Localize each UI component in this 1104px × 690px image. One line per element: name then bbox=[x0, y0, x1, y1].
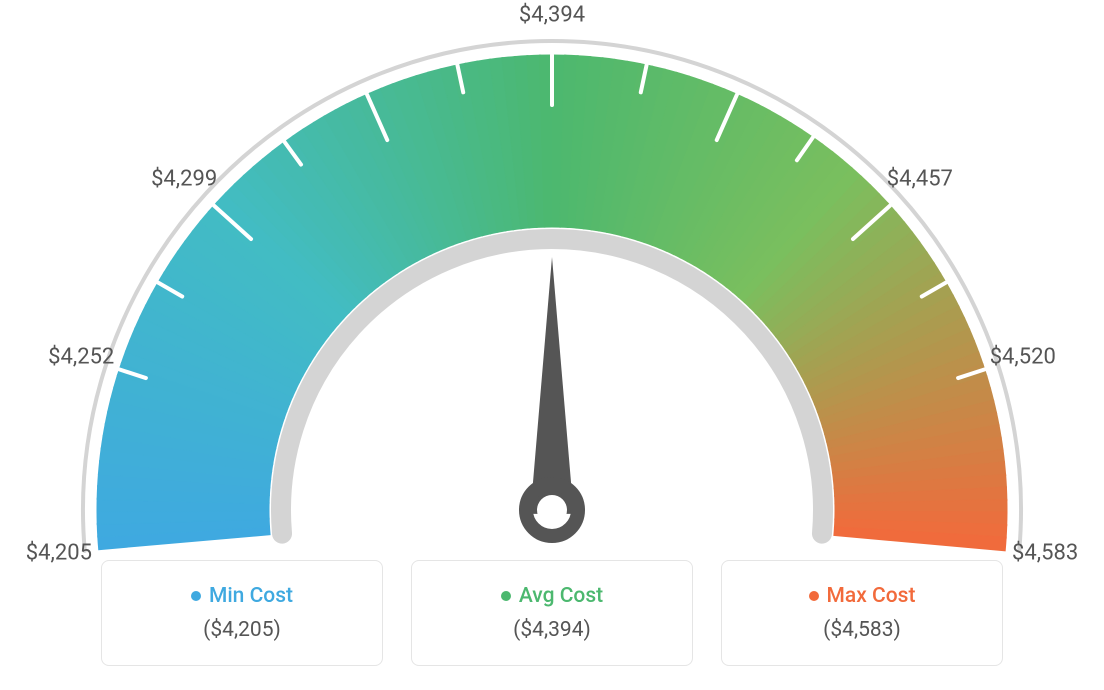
gauge-chart-container: $4,205 $4,252 $4,299 $4,394 $4,457 $4,520 $4,5… bbox=[0, 0, 1104, 690]
gauge-tick-label: $4,394 bbox=[519, 3, 585, 28]
legend-value-max: ($4,583) bbox=[823, 618, 901, 642]
legend-dot-avg bbox=[501, 591, 511, 601]
legend-title-max: Max Cost bbox=[809, 584, 916, 608]
legend-value-avg: ($4,394) bbox=[513, 618, 591, 642]
legend-title-avg: Avg Cost bbox=[501, 584, 603, 608]
legend-title-min: Min Cost bbox=[191, 584, 293, 608]
gauge-tick-label: $4,583 bbox=[1012, 541, 1078, 566]
gauge-svg bbox=[0, 0, 1104, 560]
legend-card-avg: Avg Cost ($4,394) bbox=[411, 560, 693, 666]
gauge-tick-label: $4,457 bbox=[887, 166, 953, 191]
legend-row: Min Cost ($4,205) Avg Cost ($4,394) Max … bbox=[101, 560, 1003, 666]
legend-title-text-max: Max Cost bbox=[827, 584, 916, 608]
gauge-tick-label: $4,205 bbox=[26, 541, 92, 566]
legend-value-min: ($4,205) bbox=[203, 618, 281, 642]
gauge-tick-label: $4,299 bbox=[151, 166, 217, 191]
gauge-tick-label: $4,252 bbox=[48, 345, 114, 370]
legend-title-text-avg: Avg Cost bbox=[519, 584, 603, 608]
gauge-tick-label: $4,520 bbox=[990, 345, 1056, 370]
legend-dot-min bbox=[191, 591, 201, 601]
legend-title-text-min: Min Cost bbox=[209, 584, 293, 608]
legend-card-max: Max Cost ($4,583) bbox=[721, 560, 1003, 666]
legend-card-min: Min Cost ($4,205) bbox=[101, 560, 383, 666]
gauge-wrap: $4,205$4,252$4,299$4,394$4,457$4,520$4,5… bbox=[0, 0, 1104, 540]
legend-dot-max bbox=[809, 591, 819, 601]
